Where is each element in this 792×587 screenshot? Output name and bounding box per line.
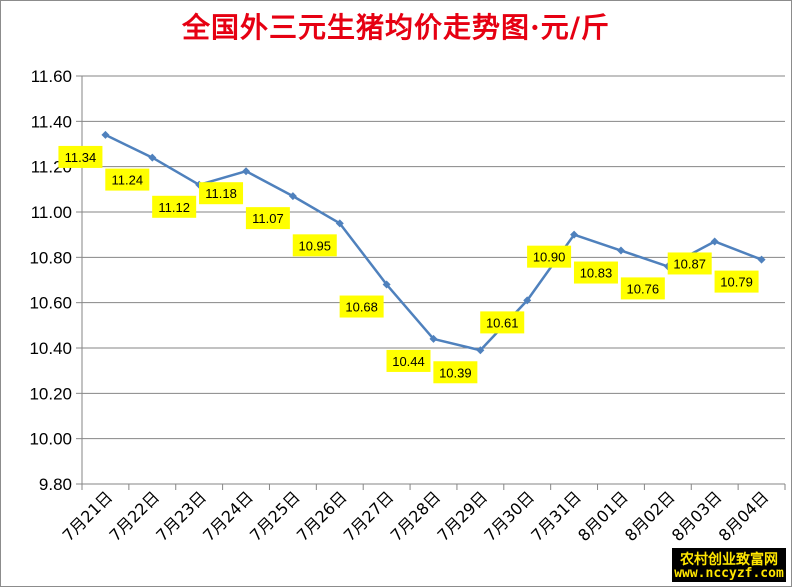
- data-labels: 11.34 11.24 11.12 11.18 11.07 10.95 10.68 10.44…: [58, 145, 759, 384]
- chart-title: 全国外三元生猪均价走势图·元/斤: [182, 11, 610, 44]
- series-line: [104, 133, 763, 352]
- watermark-background: [672, 548, 786, 582]
- x-tick-label: 8月04日: [715, 487, 773, 545]
- series-price: [101, 130, 766, 355]
- data-label: 10.61: [486, 315, 519, 330]
- x-tick-label: 7月24日: [199, 487, 257, 545]
- data-point: [710, 237, 719, 246]
- gridlines: [82, 75, 785, 485]
- data-label-box: [714, 270, 759, 293]
- data-label-box: [245, 207, 290, 230]
- y-tick-label: 10.80: [29, 248, 72, 267]
- data-label: 10.83: [580, 266, 613, 281]
- data-label: 10.76: [627, 281, 660, 296]
- y-tick-label: 10.20: [29, 384, 72, 403]
- y-tick-label: 10.00: [29, 430, 72, 449]
- data-label-box: [152, 195, 197, 218]
- data-label-box: [58, 145, 103, 168]
- data-point: [101, 130, 110, 139]
- data-point: [616, 246, 625, 255]
- data-label: 11.07: [252, 211, 284, 226]
- data-label-box: [339, 295, 384, 318]
- x-tick-label: 7月25日: [246, 487, 304, 545]
- x-tick-labels: 7月21日7月22日7月23日7月24日7月25日7月26日7月27日7月28日…: [59, 487, 773, 545]
- data-label: 11.18: [205, 186, 237, 201]
- data-point: [148, 153, 157, 162]
- data-label-box: [573, 261, 618, 284]
- data-label: 10.39: [439, 365, 472, 380]
- data-label: 11.12: [158, 200, 190, 215]
- data-label-box: [105, 168, 150, 191]
- y-tick-label: 9.80: [39, 475, 72, 494]
- x-tick-label: 7月30日: [480, 487, 538, 545]
- x-tick-label: 7月21日: [59, 487, 117, 545]
- x-tick-label: 7月28日: [387, 487, 445, 545]
- data-label: 10.87: [673, 256, 706, 271]
- data-label: 10.79: [720, 275, 753, 290]
- data-label: 10.90: [533, 250, 566, 265]
- data-label-box: [386, 349, 431, 372]
- data-point: [382, 280, 391, 289]
- data-label-box: [480, 311, 525, 334]
- data-label: 10.44: [392, 354, 425, 369]
- data-point: [335, 219, 344, 228]
- y-tick-labels: 9.8010.0010.2010.4010.6010.8011.0011.201…: [29, 67, 72, 494]
- data-label-box: [667, 252, 712, 275]
- y-tick-label: 11.00: [31, 203, 72, 222]
- data-label: 11.34: [65, 150, 97, 165]
- x-tick-label: 7月27日: [340, 487, 398, 545]
- data-point: [429, 334, 438, 343]
- y-tick-label: 11.60: [31, 67, 72, 86]
- data-label: 11.24: [112, 173, 144, 188]
- x-tick-label: 8月01日: [574, 487, 632, 545]
- x-tick-label: 7月26日: [293, 487, 351, 545]
- y-tick-label: 10.60: [29, 294, 72, 313]
- data-label-box: [527, 245, 572, 268]
- data-point: [523, 296, 532, 305]
- data-label-box: [433, 361, 478, 384]
- data-point: [288, 192, 297, 201]
- data-label: 10.68: [345, 300, 378, 315]
- watermark-url: www.nccyzf.com: [674, 566, 784, 581]
- data-label: 10.95: [298, 238, 331, 253]
- axes: [76, 75, 786, 490]
- x-tick-label: 8月03日: [668, 487, 726, 545]
- data-point: [476, 346, 485, 355]
- x-tick-label: 7月31日: [527, 487, 585, 545]
- y-tick-label: 11.40: [31, 112, 72, 131]
- y-tick-label: 10.40: [29, 339, 72, 358]
- data-label-box: [292, 234, 337, 257]
- x-tick-label: 8月02日: [621, 487, 679, 545]
- x-tick-label: 7月23日: [152, 487, 210, 545]
- data-point: [757, 255, 766, 264]
- data-point: [570, 230, 579, 239]
- x-tick-label: 7月22日: [105, 487, 163, 545]
- x-tick-label: 7月29日: [434, 487, 492, 545]
- data-label-box: [620, 277, 665, 300]
- data-label-box: [199, 182, 244, 205]
- data-point: [242, 167, 251, 176]
- watermark-site-name: 农村创业致富网: [680, 552, 778, 568]
